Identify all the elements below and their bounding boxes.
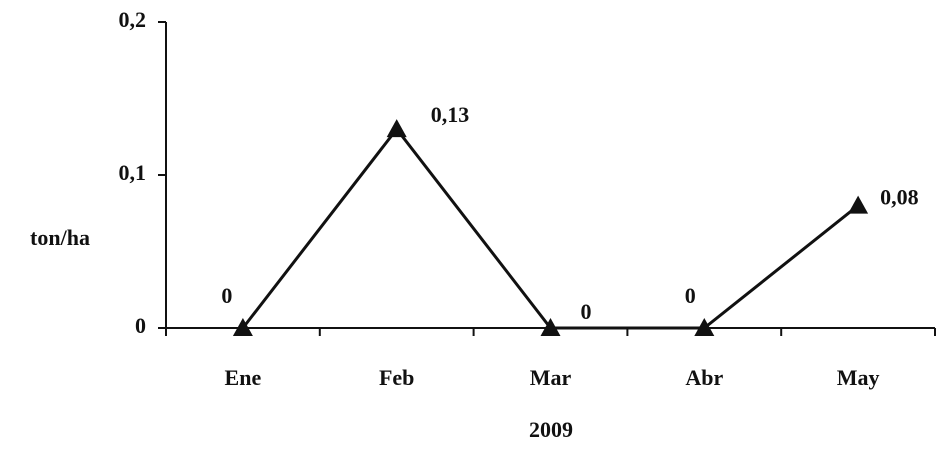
y-axis-label: ton/ha <box>30 225 90 250</box>
y-tick-label: 0 <box>135 313 146 338</box>
x-tick-label: Mar <box>530 365 572 390</box>
x-axis-label: 2009 <box>529 417 573 442</box>
data-label: 0 <box>685 283 696 308</box>
line <box>241 126 860 330</box>
x-tick-label: Ene <box>225 365 262 390</box>
y-tick-label: 0,1 <box>119 160 147 185</box>
marker <box>386 119 407 138</box>
x-tick-label: Abr <box>685 365 723 390</box>
marker <box>848 195 869 214</box>
marker <box>540 318 561 336</box>
data-label: 0,13 <box>431 102 470 127</box>
y-tick-label: 0,2 <box>119 7 147 32</box>
x-tick-label: May <box>837 365 880 390</box>
data-label: 0 <box>221 283 232 308</box>
marker <box>694 318 715 336</box>
x-tick-label: Feb <box>379 365 414 390</box>
marker <box>232 318 253 336</box>
data-label: 0 <box>581 299 592 324</box>
data-label: 0,08 <box>880 185 919 210</box>
